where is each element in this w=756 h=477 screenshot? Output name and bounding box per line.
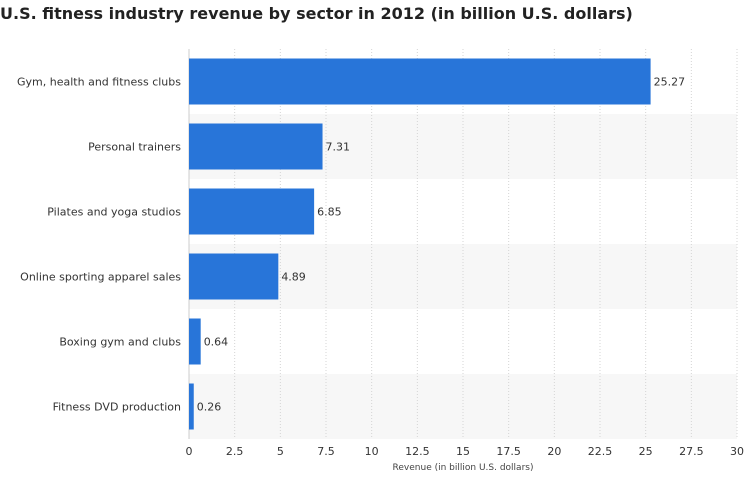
value-label: 0.26 <box>197 401 222 414</box>
x-tick-label: 15 <box>456 445 470 458</box>
category-label: Personal trainers <box>88 141 181 154</box>
bar <box>189 58 651 105</box>
value-label: 0.64 <box>204 336 229 349</box>
x-tick-label: 17.5 <box>496 445 521 458</box>
bar <box>189 123 323 170</box>
category-label: Pilates and yoga studios <box>47 206 181 219</box>
x-tick-label: 22.5 <box>588 445 613 458</box>
bar <box>189 318 201 365</box>
x-tick-label: 2.5 <box>226 445 244 458</box>
value-label: 6.85 <box>317 206 342 219</box>
chart-title: U.S. fitness industry revenue by sector … <box>0 4 633 23</box>
x-axis-title: Revenue (in billion U.S. dollars) <box>393 463 534 473</box>
x-tick-label: 5 <box>277 445 284 458</box>
bar <box>189 253 279 300</box>
x-tick-label: 12.5 <box>405 445 430 458</box>
value-label: 7.31 <box>326 141 351 154</box>
x-tick-label: 10 <box>365 445 379 458</box>
x-tick-label: 7.5 <box>317 445 335 458</box>
x-tick-label: 27.5 <box>679 445 704 458</box>
value-label: 25.27 <box>654 76 686 89</box>
category-label: Online sporting apparel sales <box>20 271 181 284</box>
bar <box>189 383 194 430</box>
bar <box>189 188 315 235</box>
x-tick-label: 30 <box>730 445 744 458</box>
category-label: Boxing gym and clubs <box>59 336 181 349</box>
category-label: Fitness DVD production <box>53 401 181 414</box>
value-label: 4.89 <box>281 271 306 284</box>
x-tick-label: 0 <box>186 445 193 458</box>
x-tick-label: 20 <box>547 445 561 458</box>
x-tick-label: 25 <box>639 445 653 458</box>
category-label: Gym, health and fitness clubs <box>17 76 181 89</box>
